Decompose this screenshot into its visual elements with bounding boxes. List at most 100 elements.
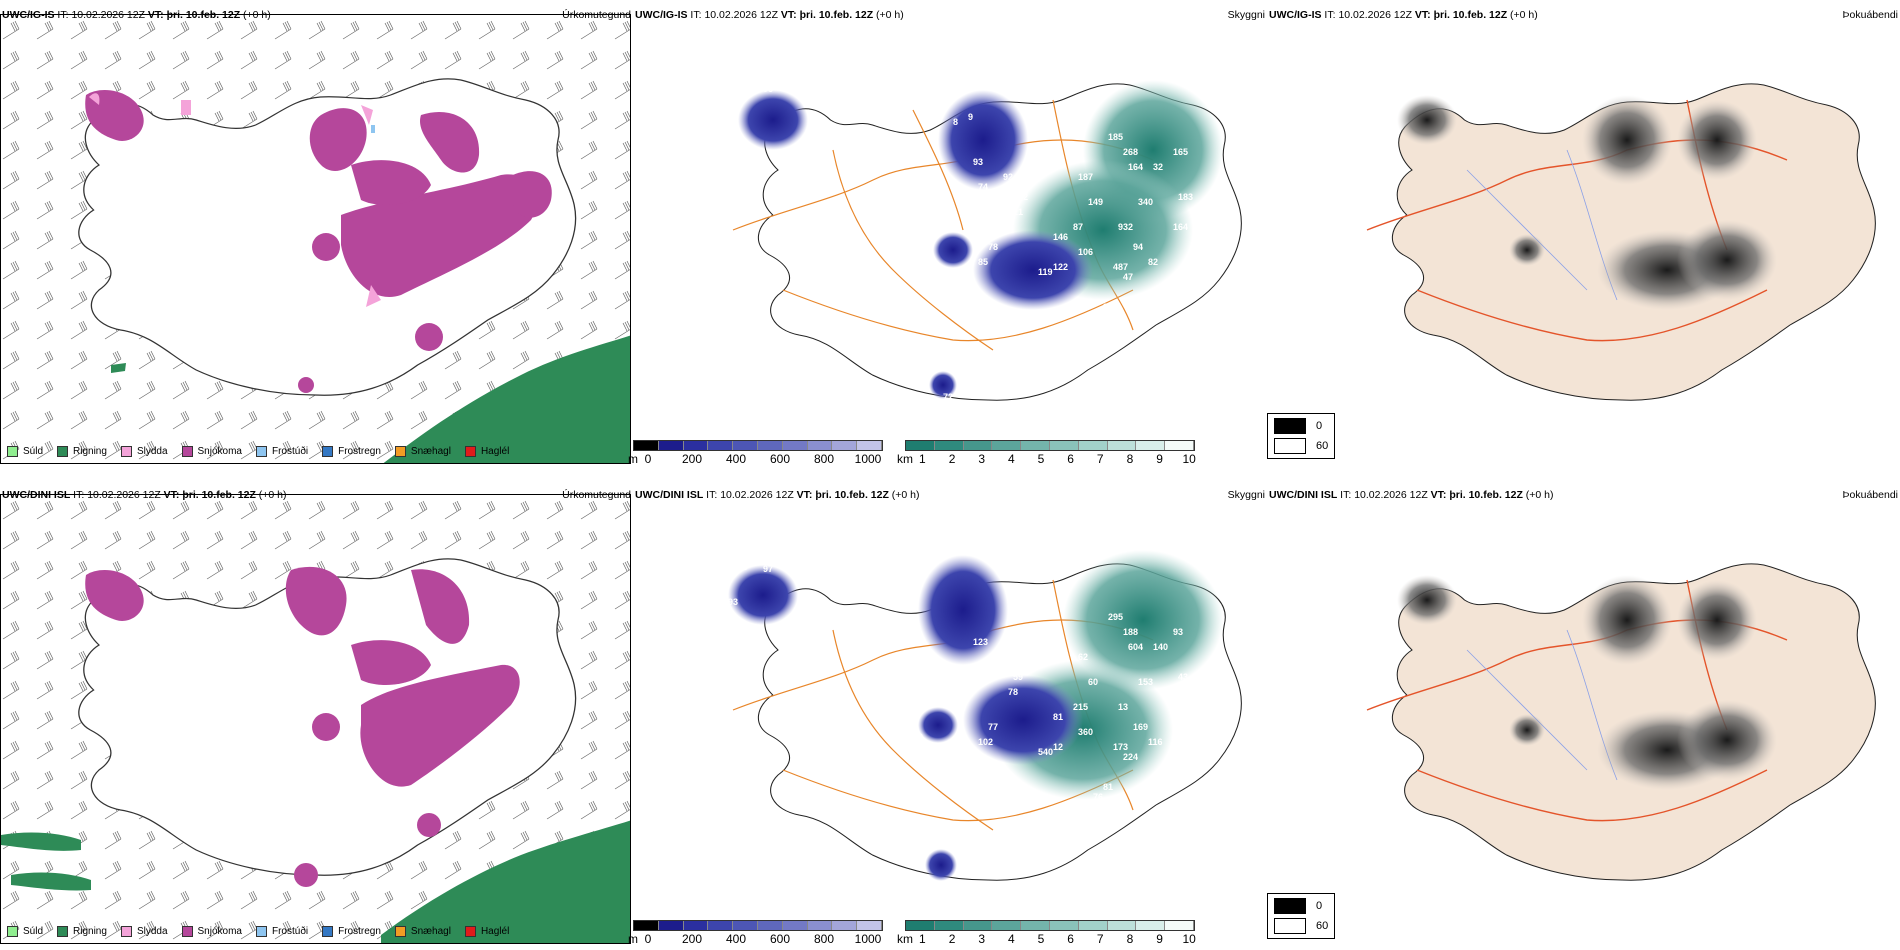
colorbar-tick: 4 bbox=[1007, 932, 1015, 946]
visibility-label: 79 bbox=[913, 732, 923, 742]
colorbar-tick: 600 bbox=[769, 452, 791, 466]
visibility-label: 146 bbox=[1053, 232, 1068, 242]
visibility-label: 460 bbox=[1098, 822, 1113, 832]
colorbar-segment bbox=[832, 441, 858, 450]
precip-legend: Súld Rigning Slydda Snjókoma Frostúði Fr… bbox=[7, 446, 509, 457]
visibility-label: 188 bbox=[1123, 627, 1138, 637]
legend-swatch bbox=[7, 446, 18, 457]
lead-time: (+0 h) bbox=[891, 489, 920, 501]
colorbar-tick: 2 bbox=[948, 932, 956, 946]
colorbar-tick: 4 bbox=[1007, 452, 1015, 466]
vt-label: VT: bbox=[1430, 489, 1447, 501]
model-row-1: Súld Rigning Slydda Snjókoma Frostúði Fr… bbox=[0, 0, 1900, 470]
precip-map bbox=[1, 495, 630, 943]
model-name: UWC/DINI ISL bbox=[635, 489, 704, 501]
colorbar-segment bbox=[1021, 441, 1050, 450]
valid-time: þri. 10.feb. 12Z bbox=[166, 9, 241, 21]
legend-swatch bbox=[322, 446, 334, 457]
visibility-label: 97 bbox=[763, 564, 773, 574]
panel-title: Skyggni bbox=[1227, 489, 1265, 501]
visibility-label: 140 bbox=[1153, 642, 1168, 652]
legend-swatch bbox=[120, 446, 132, 457]
colorbar-tick: 1000 bbox=[854, 452, 882, 466]
colorbar-segment bbox=[963, 921, 993, 930]
colorbar-tick: 0 bbox=[644, 932, 652, 946]
visibility-label: 183 bbox=[1178, 192, 1193, 202]
colorbar-segment bbox=[992, 921, 1022, 930]
visibility-label: 540 bbox=[1038, 747, 1053, 757]
colorbar-tick: 2 bbox=[948, 452, 956, 466]
model-row-2: Súld Rigning Slydda Snjókoma Frostúði Fr… bbox=[0, 480, 1900, 950]
it-label: IT: bbox=[57, 9, 69, 21]
precip-map bbox=[1, 15, 630, 463]
legend-swatch bbox=[464, 446, 476, 457]
colorbar-segment bbox=[634, 441, 659, 450]
visibility-label: 224 bbox=[1123, 752, 1138, 762]
visibility-label: 164 bbox=[1128, 162, 1143, 172]
legend-item: Haglél bbox=[464, 446, 510, 457]
legend-label: Snæhagl bbox=[410, 926, 451, 937]
colorbar-segment bbox=[832, 921, 858, 930]
fog-panel-1: UWC/IG-IS IT: 10.02.2026 12Z VT: þri. 10… bbox=[1267, 0, 1900, 470]
legend-label: Haglél bbox=[480, 446, 510, 457]
colorbar-tick: 0 bbox=[644, 452, 652, 466]
visibility-label: 78 bbox=[988, 242, 998, 252]
legend-item: Snæhagl bbox=[394, 926, 451, 937]
legend-item: Slydda bbox=[120, 926, 168, 937]
vt-label: VT: bbox=[780, 9, 797, 21]
colorbar-segment bbox=[906, 921, 935, 930]
visibility-label: 164 bbox=[1173, 222, 1188, 232]
precip-legend: Súld Rigning Slydda Snjókoma Frostúði Fr… bbox=[7, 926, 509, 937]
it-label: IT: bbox=[690, 9, 702, 21]
colorbar-tick: 5 bbox=[1037, 452, 1045, 466]
visibility-label: 149 bbox=[1088, 197, 1103, 207]
colorbar-tick: 400 bbox=[725, 932, 747, 946]
visibility-label: 47 bbox=[1123, 272, 1133, 282]
colorbar-segment bbox=[1107, 441, 1137, 450]
colorbar-tick: 9 bbox=[1156, 452, 1163, 466]
visibility-label: 13 bbox=[1118, 702, 1128, 712]
visibility-label: 123 bbox=[973, 637, 988, 647]
legend-swatch bbox=[255, 926, 267, 937]
colorbar-segment bbox=[963, 441, 993, 450]
visibility-label: 82 bbox=[1148, 257, 1158, 267]
precip-map-frame: Súld Rigning Slydda Snjókoma Frostúði Fr… bbox=[0, 494, 631, 944]
visibility-label: 173 bbox=[1113, 742, 1128, 752]
init-time: 10.02.2026 12Z bbox=[720, 489, 794, 501]
colorbar-segment bbox=[1021, 921, 1050, 930]
colorbar-tick: 1000 bbox=[854, 932, 882, 946]
visibility-label: 169 bbox=[1173, 702, 1188, 712]
legend-label: Frostúði bbox=[271, 446, 309, 457]
visibility-label: 122 bbox=[1013, 192, 1028, 202]
legend-label: Súld bbox=[23, 926, 44, 937]
lead-time: (+0 h) bbox=[1510, 9, 1538, 21]
init-time: 10.02.2026 12Z bbox=[71, 9, 145, 21]
visibility-label: 153 bbox=[1138, 677, 1153, 687]
visibility-label: 76 bbox=[1093, 792, 1103, 802]
legend-item: Frostregn bbox=[322, 446, 381, 457]
panel-header: UWC/IG-IS IT: 10.02.2026 12Z VT: þri. 10… bbox=[1269, 8, 1898, 22]
visibility-label: 106 bbox=[1078, 247, 1093, 257]
fog-legend-row: 60 bbox=[1274, 438, 1328, 454]
colorbar-tick: 600 bbox=[769, 932, 791, 946]
legend-item: Snjókoma bbox=[181, 926, 242, 937]
visibility-label: 307 bbox=[1103, 302, 1118, 312]
it-label: IT: bbox=[1340, 489, 1352, 501]
visibility-label: 288 bbox=[1098, 342, 1113, 352]
visibility-label: 360 bbox=[1078, 727, 1093, 737]
colorbar-segment bbox=[807, 921, 833, 930]
model-name: UWC/DINI ISL bbox=[2, 489, 71, 501]
visibility-label: 93 bbox=[728, 597, 738, 607]
colorbar-segment bbox=[934, 441, 964, 450]
lead-time: (+0 h) bbox=[243, 9, 271, 21]
legend-swatch bbox=[394, 926, 406, 937]
legend-label: Frostregn bbox=[338, 926, 381, 937]
visibility-label: 87 bbox=[1073, 222, 1083, 232]
snow-area bbox=[309, 108, 367, 171]
visibility-label: 78 bbox=[1008, 687, 1018, 697]
visibility-label: 185 bbox=[1108, 132, 1123, 142]
colorbar-segment bbox=[708, 441, 734, 450]
legend-swatch bbox=[394, 446, 406, 457]
colorbar-segment bbox=[934, 921, 964, 930]
colorbar-segment bbox=[757, 441, 783, 450]
